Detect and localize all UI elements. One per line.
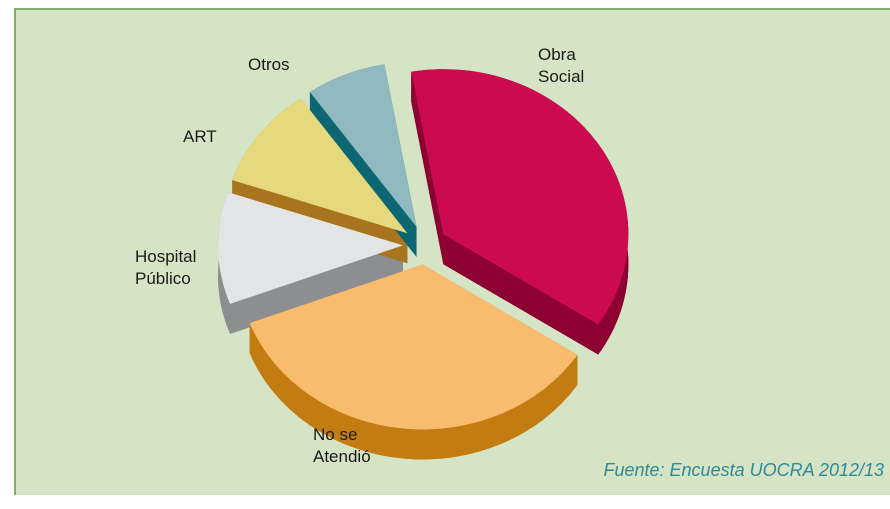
slice-side-band <box>249 323 578 460</box>
slice-label: ART <box>183 127 217 146</box>
slice-label: Otros <box>248 55 290 74</box>
slice-label: Obra Social <box>538 45 585 86</box>
slice <box>218 192 404 304</box>
slice-label: Hospital Público <box>135 247 197 288</box>
slice-side-face <box>230 245 404 334</box>
slice <box>309 64 417 227</box>
slice <box>249 264 578 430</box>
slice <box>232 98 408 234</box>
slice-side-face <box>411 71 444 265</box>
slice-side-face <box>443 234 599 355</box>
source-note: Fuente: Encuesta UOCRA 2012/13 <box>603 460 885 480</box>
slice <box>411 69 629 325</box>
slice-label: No se Atendió <box>313 425 371 466</box>
